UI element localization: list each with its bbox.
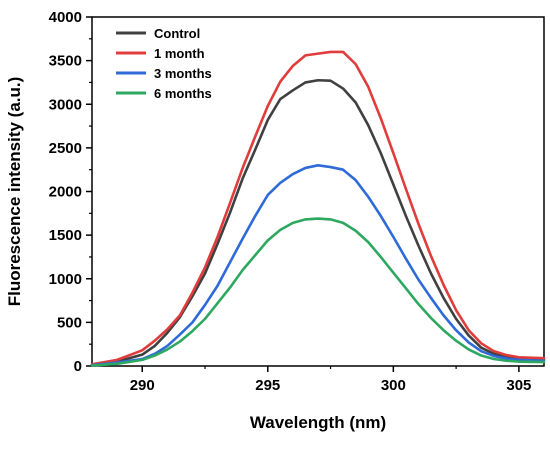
legend-label: 1 month <box>154 46 205 61</box>
legend-label: Control <box>154 26 200 41</box>
y-tick-label: 3500 <box>49 53 82 70</box>
x-axis-title: Wavelength (nm) <box>250 413 386 432</box>
legend-label: 3 months <box>154 66 212 81</box>
x-tick-label: 300 <box>381 377 406 394</box>
legend-label: 6 months <box>154 86 212 101</box>
y-tick-label: 500 <box>57 314 82 331</box>
y-axis-title: Fluorescence intensity (a.u.) <box>5 77 24 307</box>
axes: 0 500 1000 1500 2000 2500 3000 3500 4000 290 295 30… <box>49 9 545 394</box>
series-line-3-months <box>90 164 546 367</box>
y-tick-label: 4000 <box>49 9 82 26</box>
x-tick-label: 290 <box>130 377 155 394</box>
y-tick-label: 0 <box>74 358 82 375</box>
y-tick-label: 2500 <box>49 140 82 157</box>
series-lines <box>90 50 546 367</box>
y-tick-label: 1000 <box>49 271 82 288</box>
series-line-control <box>90 78 546 366</box>
y-tick-label: 3000 <box>49 96 82 113</box>
x-tick-label: 295 <box>255 377 280 394</box>
series-line-1-month <box>90 50 546 366</box>
series-line-6-months <box>90 217 546 367</box>
x-tick-label: 305 <box>506 377 531 394</box>
legend: Control 1 month 3 months 6 months <box>116 26 212 101</box>
y-tick-label: 2000 <box>49 184 82 201</box>
y-tick-label: 1500 <box>49 227 82 244</box>
